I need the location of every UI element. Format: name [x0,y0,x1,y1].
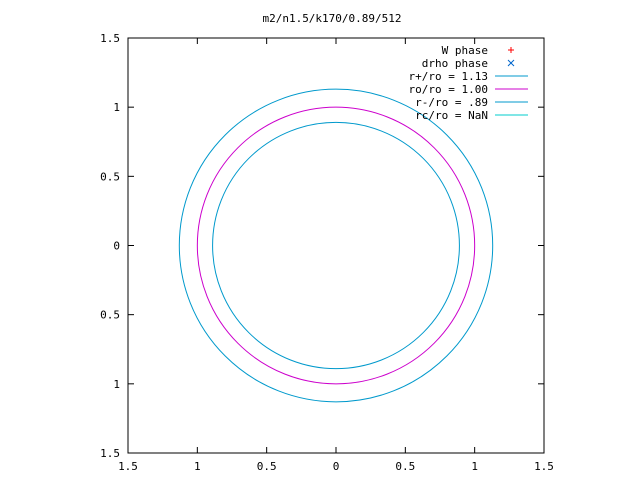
x-tick-label: 0.5 [257,460,277,473]
x-tick-label: 1.5 [534,460,554,473]
legend-label: rc/ro = NaN [415,109,488,122]
legend-label: ro/ro = 1.00 [409,83,488,96]
legend-label: drho phase [422,57,488,70]
legend-label: r-/ro = .89 [415,96,488,109]
y-tick-label: 1.5 [100,32,120,45]
x-tick-label: 0 [333,460,340,473]
axis-ticks: 1.5 1 0.5 0 0.5 1 1.51.510.500.511.5 [100,32,554,473]
x-tick-label: 0.5 [395,460,415,473]
legend-label: W phase [442,44,488,57]
radius-circles [178,88,494,403]
y-tick-label: 1.5 [100,447,120,460]
x-tick-label: 1 [194,460,201,473]
x-tick-label: 1.5 [118,460,138,473]
legend-label: r+/ro = 1.13 [409,70,488,83]
chart-title: m2/n1.5/k170/0.89/512 [262,12,401,25]
y-tick-label: 1 [113,101,120,114]
y-tick-label: 1 [113,378,120,391]
y-tick-label: 0.5 [100,309,120,322]
y-tick-label: 0 [113,240,120,253]
x-tick-label: 1 [471,460,478,473]
legend-marker [507,59,515,67]
radius-circle [212,121,460,370]
radius-circle [196,106,476,385]
radius-circle [178,88,494,403]
y-tick-label: 0.5 [100,170,120,183]
